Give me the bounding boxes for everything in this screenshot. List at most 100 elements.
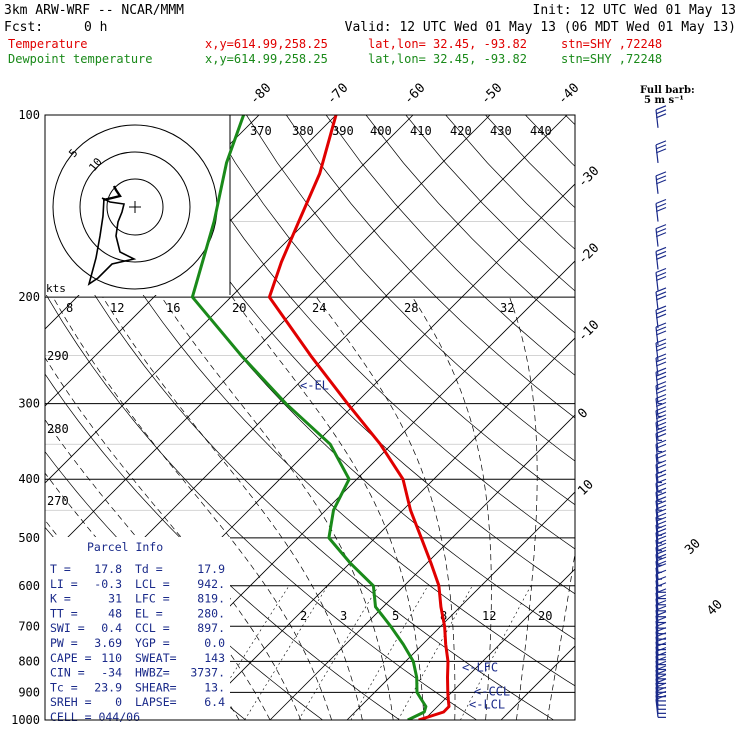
isotherm — [45, 115, 491, 561]
parcel-info-value: -0.3 — [94, 577, 122, 591]
pressure-label: 200 — [18, 290, 40, 304]
parcel-info-value: 23.9 — [94, 680, 122, 694]
pressure-label: 1000 — [11, 713, 40, 727]
parcel-info-value: LI = — [50, 577, 78, 591]
parcel-info-value: 897. — [197, 621, 225, 635]
adiabat-label: 420 — [450, 124, 472, 138]
isotherm-label: 10 — [575, 477, 597, 499]
lower-adiabat-label: 280 — [47, 422, 69, 436]
hodograph-units: kts — [46, 282, 66, 295]
parcel-info-value: 0.0 — [204, 636, 225, 650]
isotherm-label: 30 — [682, 536, 704, 558]
parcel-info-value: PW = — [50, 636, 78, 650]
parcel-info-value: 0.4 — [101, 621, 122, 635]
wind-barbs — [655, 105, 667, 718]
pressure-label: 800 — [18, 654, 40, 668]
parcel-info-value: 280. — [197, 606, 225, 620]
dry-adiabat — [45, 291, 477, 720]
mixing-ratio-line — [460, 585, 532, 720]
parcel-info-value: SREH = — [50, 695, 92, 709]
parcel-info-panel: Parcel Info T = 17.8 Td = 17.9 LI = -0.3 LCL =… — [45, 537, 230, 724]
isotherm — [45, 115, 337, 407]
wind-barb — [655, 569, 667, 593]
temperature-station: stn=SHY ,72248 — [561, 37, 662, 51]
wind-barb — [655, 338, 667, 362]
dry-adiabat — [485, 115, 575, 209]
parcel-info-value: 819. — [197, 592, 225, 606]
dry-adiabat — [565, 115, 575, 126]
wind-barb — [655, 353, 667, 377]
forecast-label: Fcst: — [4, 20, 43, 35]
parcel-info-value: SHEAR= — [135, 680, 177, 694]
mixing-ratio-label: 5 — [392, 609, 399, 623]
dry-adiabat — [46, 115, 575, 687]
isotherm-label: -70 — [324, 81, 351, 108]
wind-barb — [655, 199, 667, 222]
wind-barb — [655, 429, 667, 453]
dry-adiabat — [45, 205, 554, 720]
adiabat-label: 390 — [332, 124, 354, 138]
parcel-info-value: 17.9 — [197, 562, 225, 576]
moist-adiabat — [412, 296, 492, 720]
parcel-info-value: 3737. — [190, 666, 225, 680]
moist-adiabat — [52, 296, 332, 720]
adiabat-label: 380 — [292, 124, 314, 138]
pressure-label: 400 — [18, 472, 40, 486]
dry-adiabat — [246, 115, 575, 462]
wind-barb — [655, 694, 667, 718]
isotherm — [192, 337, 575, 720]
moist-adiabat — [102, 296, 363, 720]
wind-barb — [655, 542, 667, 566]
parcel-info-value: 13. — [204, 680, 225, 694]
adiabat-label: 370 — [250, 124, 272, 138]
hodograph-trace-lower — [102, 185, 122, 202]
parcel-info-value: 110 — [101, 651, 122, 665]
parcel-info-value: SWI = — [50, 621, 85, 635]
dry-adiabat — [325, 115, 575, 376]
parcel-info-value: EL = — [135, 606, 163, 620]
moist-adiabat — [509, 296, 538, 720]
theta-e-label: 24 — [312, 301, 326, 315]
parcel-info-title: Parcel Info — [87, 540, 163, 554]
pressure-axis: 100 200 300 400 500 600 700 800 900 1000 — [11, 108, 40, 727]
isotherm-label: -60 — [401, 81, 428, 108]
pressure-label: 300 — [18, 397, 40, 411]
mixing-ratio-label: 20 — [538, 609, 552, 623]
parcel-info-value: 3.69 — [94, 636, 122, 650]
moist-adiabat — [316, 296, 456, 720]
dewpoint-profile — [190, 115, 428, 720]
isotherm-label: -40 — [555, 81, 582, 108]
isotherm-label: 0 — [575, 406, 591, 422]
pressure-label: 500 — [18, 531, 40, 545]
mixing-ratio-line — [298, 585, 379, 720]
wind-barb — [655, 305, 667, 329]
parcel-info-value: CCL = — [135, 621, 170, 635]
wind-barb — [655, 487, 667, 511]
parcel-info-value: 31 — [108, 592, 122, 606]
hodograph-ring — [79, 151, 191, 263]
wind-barb — [655, 535, 667, 559]
dewpoint-station: stn=SHY ,72248 — [561, 52, 662, 66]
barb-legend-units: 5 m s⁻¹ — [644, 95, 684, 106]
isotherm-label: -30 — [575, 164, 602, 191]
isotherm-label: -50 — [478, 81, 505, 108]
temperature-xy: x,y=614.99,258.25 — [205, 37, 328, 51]
pressure-label: 700 — [18, 619, 40, 633]
pressure-label: 900 — [18, 685, 40, 699]
temperature-latlon: lat,lon= 32.45, -93.82 — [368, 37, 527, 51]
moist-adiabat — [161, 296, 394, 720]
isotherm — [346, 491, 575, 720]
parcel-info-value: 942. — [197, 577, 225, 591]
dry-adiabat — [525, 115, 575, 167]
barb-legend-title: Full barb: — [640, 85, 695, 96]
wind-barb — [655, 556, 667, 580]
parcel-info-value: 143 — [204, 651, 225, 665]
isotherm — [500, 645, 575, 720]
parcel-info-value: CIN = — [50, 666, 85, 680]
theta-e-label: 12 — [110, 301, 124, 315]
dry-adiabat — [126, 115, 575, 595]
isotherm-label: -20 — [575, 241, 602, 268]
parcel-info-value: CELL = 044/06 — [50, 710, 140, 724]
mixing-ratio-line — [244, 585, 328, 720]
